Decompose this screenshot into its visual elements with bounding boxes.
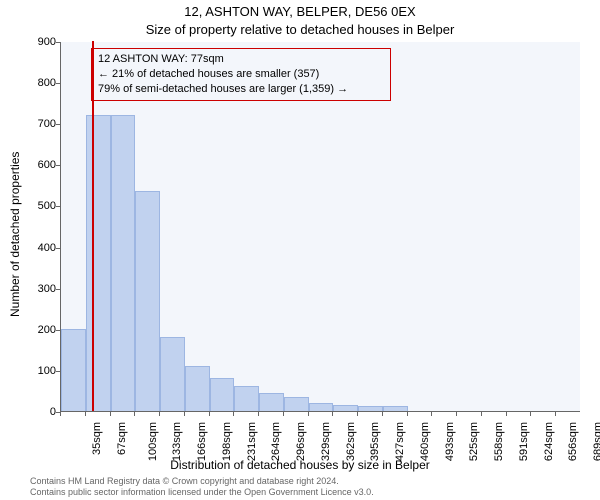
x-tick-label: 656sqm [568, 422, 580, 461]
x-tick-mark [456, 412, 457, 416]
x-tick-mark [506, 412, 507, 416]
x-tick-label: 166sqm [196, 422, 208, 461]
x-tick-mark [60, 412, 61, 416]
x-tick-label: 198sqm [221, 422, 233, 461]
histogram-bar [160, 337, 185, 411]
y-tick-label: 0 [16, 406, 56, 418]
y-tick-label: 400 [16, 242, 56, 254]
annotation-line2: ← 21% of detached houses are smaller (35… [98, 67, 384, 82]
x-tick-label: 296sqm [295, 422, 307, 461]
y-tick-label: 300 [16, 283, 56, 295]
y-tick-mark [56, 42, 60, 43]
x-tick-mark [209, 412, 210, 416]
x-tick-label: 133sqm [171, 422, 183, 461]
x-tick-mark [85, 412, 86, 416]
x-tick-label: 558sqm [493, 422, 505, 461]
footer-line1: Contains HM Land Registry data © Crown c… [30, 476, 374, 487]
x-tick-label: 329sqm [320, 422, 332, 461]
x-tick-mark [382, 412, 383, 416]
y-tick-mark [56, 206, 60, 207]
y-tick-label: 600 [16, 159, 56, 171]
y-tick-mark [56, 165, 60, 166]
histogram-bar [86, 115, 111, 411]
histogram-bar [61, 329, 86, 411]
y-tick-label: 500 [16, 200, 56, 212]
chart-title-sub: Size of property relative to detached ho… [0, 22, 600, 37]
x-tick-mark [184, 412, 185, 416]
x-tick-label: 525sqm [469, 422, 481, 461]
histogram-bar [111, 115, 136, 411]
annotation-box: 12 ASHTON WAY: 77sqm ← 21% of detached h… [91, 48, 391, 101]
x-tick-mark [233, 412, 234, 416]
y-tick-mark [56, 289, 60, 290]
x-tick-mark [283, 412, 284, 416]
x-tick-mark [481, 412, 482, 416]
x-tick-label: 460sqm [419, 422, 431, 461]
y-tick-label: 200 [16, 324, 56, 336]
x-tick-mark [159, 412, 160, 416]
x-tick-mark [407, 412, 408, 416]
histogram-bar [259, 393, 284, 412]
plot-area: 12 ASHTON WAY: 77sqm ← 21% of detached h… [60, 42, 580, 412]
x-tick-label: 264sqm [270, 422, 282, 461]
histogram-bar [210, 378, 235, 411]
annotation-line3: 79% of semi-detached houses are larger (… [98, 82, 384, 97]
x-tick-label: 493sqm [444, 422, 456, 461]
x-tick-mark [357, 412, 358, 416]
x-tick-mark [530, 412, 531, 416]
histogram-bar [333, 405, 358, 411]
histogram-bar [135, 191, 160, 411]
chart-title-main: 12, ASHTON WAY, BELPER, DE56 0EX [0, 4, 600, 19]
x-tick-mark [555, 412, 556, 416]
x-tick-mark [431, 412, 432, 416]
histogram-bar [234, 386, 259, 411]
y-tick-mark [56, 330, 60, 331]
x-tick-label: 624sqm [543, 422, 555, 461]
x-tick-mark [332, 412, 333, 416]
chart-footer: Contains HM Land Registry data © Crown c… [30, 476, 374, 499]
y-tick-label: 700 [16, 118, 56, 130]
x-tick-mark [258, 412, 259, 416]
y-tick-mark [56, 83, 60, 84]
x-tick-label: 427sqm [394, 422, 406, 461]
y-tick-mark [56, 248, 60, 249]
x-tick-mark [110, 412, 111, 416]
y-tick-label: 100 [16, 365, 56, 377]
property-size-chart: 12, ASHTON WAY, BELPER, DE56 0EX Size of… [0, 0, 600, 500]
x-tick-mark [134, 412, 135, 416]
x-tick-label: 67sqm [116, 422, 128, 455]
histogram-bar [358, 406, 383, 411]
gridline [61, 412, 580, 413]
x-tick-label: 689sqm [592, 422, 600, 461]
x-tick-label: 100sqm [147, 422, 159, 461]
x-tick-mark [308, 412, 309, 416]
x-tick-label: 591sqm [518, 422, 530, 461]
y-tick-label: 800 [16, 77, 56, 89]
x-tick-label: 231sqm [246, 422, 258, 461]
x-tick-label: 362sqm [345, 422, 357, 461]
histogram-bar [185, 366, 210, 411]
y-tick-mark [56, 124, 60, 125]
footer-line2: Contains public sector information licen… [30, 487, 374, 498]
y-tick-mark [56, 371, 60, 372]
y-tick-label: 900 [16, 36, 56, 48]
x-tick-label: 395sqm [370, 422, 382, 461]
histogram-bar [309, 403, 334, 411]
annotation-line1: 12 ASHTON WAY: 77sqm [98, 52, 384, 67]
histogram-bar [284, 397, 309, 411]
x-tick-label: 35sqm [91, 422, 103, 455]
histogram-bar [383, 406, 408, 411]
